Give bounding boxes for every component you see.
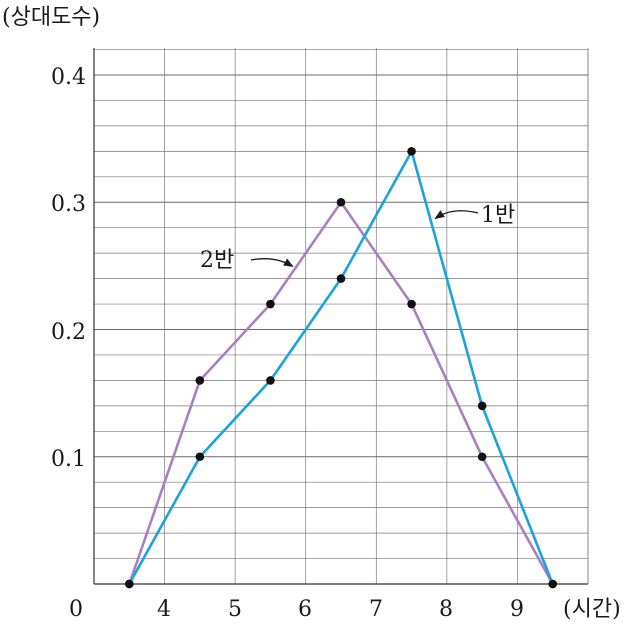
series-line-2 <box>128 200 554 585</box>
series-label-1: 1반 <box>481 203 515 228</box>
series-label-2: 2반 <box>200 248 234 273</box>
x-tick-label: 9 <box>510 597 524 622</box>
data-point-series-2 <box>195 376 205 385</box>
data-point-series-1 <box>195 452 205 462</box>
data-point-series-2 <box>336 197 346 207</box>
data-point-series-2 <box>124 579 134 589</box>
data-point-series-2 <box>266 299 275 309</box>
y-tick-label: 0.3 <box>51 192 86 217</box>
data-point-series-1 <box>266 376 275 385</box>
data-point-series-2 <box>477 452 487 462</box>
x-tick-label: 6 <box>298 597 312 622</box>
x-tick-label: 4 <box>157 597 171 622</box>
data-point-series-1 <box>477 401 487 411</box>
grid <box>93 48 589 585</box>
data-point-series-1 <box>336 274 346 283</box>
x-tick-label: 7 <box>369 597 383 622</box>
data-point-series-2 <box>407 299 416 309</box>
y-tick-label: 0.2 <box>51 320 86 345</box>
y-axis-label: (상대도수) <box>2 5 100 30</box>
x-tick-label: 8 <box>439 597 453 622</box>
data-point-series-1 <box>407 147 416 156</box>
x-axis-label: (시간) <box>563 597 621 622</box>
y-tick-label: 0.1 <box>51 447 86 472</box>
series-label-1-arrow <box>434 210 479 220</box>
y-tick-label: 0.4 <box>51 65 86 90</box>
data-point-series-2 <box>548 579 558 589</box>
series-label-2-arrow <box>250 258 294 268</box>
x-tick-label: 5 <box>228 597 242 622</box>
origin-label: 0 <box>69 597 83 622</box>
point-layer <box>124 147 558 589</box>
